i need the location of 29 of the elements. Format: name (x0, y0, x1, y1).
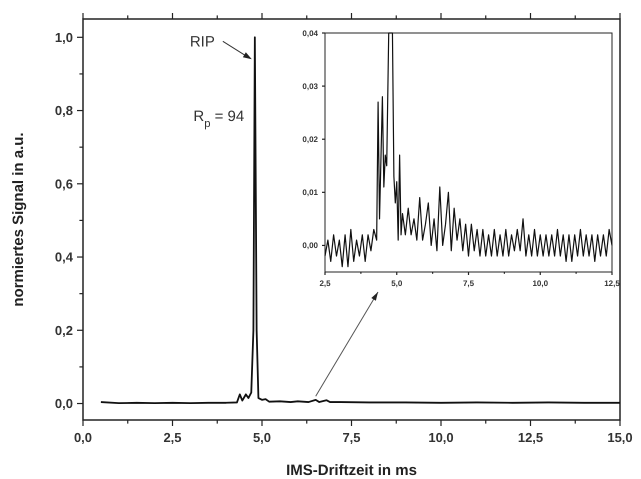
y-tick-label: 0,0 (54, 396, 73, 412)
y-tick-label: 0,02 (302, 135, 319, 144)
x-tick-label: 0,0 (74, 430, 92, 445)
x-tick-label: 7,5 (462, 279, 475, 288)
y-tick-label: 0,4 (54, 250, 74, 265)
y-tick-label: 0,8 (54, 103, 73, 118)
x-tick-label: 7,5 (342, 430, 361, 445)
x-tick-label: 2,5 (319, 279, 332, 288)
x-tick-label: 12,5 (604, 279, 620, 288)
y-tick-label: 0,03 (302, 82, 319, 91)
y-tick-label: 0,00 (302, 241, 319, 250)
y-tick-label: 0,2 (54, 322, 73, 338)
x-tick-label: 12,5 (518, 430, 544, 445)
x-tick-label: 5,0 (391, 279, 403, 288)
x-tick-label: 5,0 (252, 430, 272, 445)
x-tick-label: 10,0 (428, 430, 454, 445)
y-tick-label: 0,01 (302, 188, 319, 198)
y-axis-title: normiertes Signal in a.u. (10, 132, 27, 307)
annotation: RIP (190, 33, 215, 50)
y-tick-label: 0,04 (302, 28, 319, 38)
annotation: R$_{p}$ = 94 (193, 108, 244, 130)
x-axis-title: IMS-Driftzeit in ms (286, 462, 417, 479)
x-tick-label: 15,0 (607, 430, 633, 445)
line-series (100, 36, 621, 404)
x-tick-label: 10,0 (532, 279, 549, 288)
line-series (324, 32, 613, 268)
y-tick-label: 1,0 (54, 30, 73, 45)
x-tick-label: 2,5 (163, 430, 182, 445)
y-tick-label: 0,6 (54, 176, 73, 192)
